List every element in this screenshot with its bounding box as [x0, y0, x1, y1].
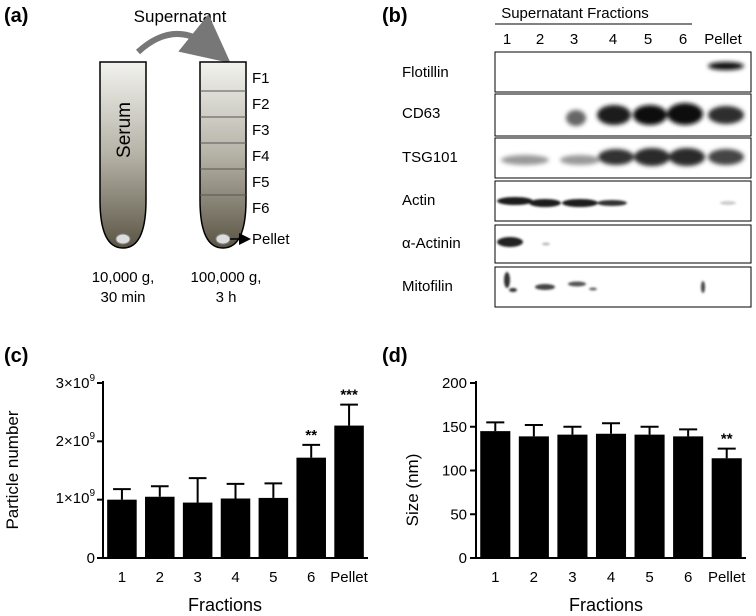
- bar-c-5: [296, 457, 326, 558]
- category-label-c-4: 5: [269, 569, 277, 586]
- category-label-c-1: 2: [156, 569, 164, 586]
- panel-c-chart: (c) Particle number Fractions 0 1×109 2×…: [3, 345, 369, 615]
- category-label-d-4: 5: [645, 569, 653, 586]
- bar-c-2: [182, 502, 213, 558]
- bands-flotillin: [708, 62, 744, 70]
- fraction-label-f3: F3: [252, 122, 270, 139]
- ytick-label-d-3: 150: [442, 419, 467, 436]
- panel-d-chart: (d) Size (nm) Fractions 0 50 100 150 200 1 2 3 4…: [382, 345, 746, 615]
- fraction-label-f5: F5: [252, 174, 270, 191]
- bands-cd63: [566, 103, 744, 126]
- panel-c-letter: (c): [4, 345, 28, 367]
- category-label-d-0: 1: [491, 569, 499, 586]
- significance-c-5: **: [305, 427, 317, 444]
- ytick-label-d-4: 200: [442, 375, 467, 392]
- fraction-label-f2: F2: [252, 96, 270, 113]
- bands-mitofilin: [504, 272, 705, 293]
- bar-c-1: [145, 496, 175, 558]
- spin-2-time: 3 h: [216, 289, 237, 306]
- bar-d-4: [634, 434, 665, 558]
- category-label-c-5: 6: [307, 569, 315, 586]
- bar-c-4: [258, 497, 289, 558]
- bands-actin: [497, 197, 736, 207]
- bar-d-1: [518, 436, 549, 558]
- category-label-d-6: Pellet: [708, 569, 746, 586]
- blot-label-mitofilin: Mitofilin: [402, 278, 453, 295]
- fraction-label-f6: F6: [252, 200, 270, 217]
- blot-label-alpha-actinin: α-Actinin: [402, 235, 461, 252]
- blot-strip-alpha-actinin: [494, 224, 752, 264]
- tube-serum: [99, 61, 147, 249]
- pellet-label: Pellet: [252, 231, 290, 248]
- lane-label-5: 5: [644, 31, 652, 48]
- significance-c-6: ***: [340, 387, 358, 404]
- panel-a: (a) Supernatant Serum F1 F2 F3 F4 F5 F6 …: [4, 5, 290, 306]
- lane-label-2: 2: [536, 31, 544, 48]
- bar-d-5: [673, 436, 704, 558]
- c-ytick-label-0: 0: [87, 550, 95, 567]
- bar-d-0: [480, 431, 511, 558]
- significance-d-6: **: [721, 431, 733, 448]
- category-label-c-0: 1: [118, 569, 126, 586]
- lane-label-4: 4: [609, 31, 617, 48]
- supernatant-transfer-label: Supernatant: [134, 7, 227, 26]
- blot-header: Supernatant Fractions: [501, 5, 649, 22]
- panel-b: (b) Supernatant Fractions 1 2 3 4 5 6 Pe…: [382, 5, 752, 308]
- lane-label-pellet: Pellet: [704, 31, 742, 48]
- panel-d-letter: (d): [382, 345, 408, 367]
- spin-1-time: 30 min: [100, 289, 145, 306]
- blot-label-cd63: CD63: [402, 105, 440, 122]
- bands-alpha-actinin: [497, 237, 550, 247]
- blot-label-flotillin: Flotillin: [402, 64, 449, 81]
- bar-c-6: [334, 425, 364, 558]
- c-ytick-label-2: 2×109: [56, 431, 96, 450]
- lane-label-3: 3: [570, 31, 578, 48]
- tube-serum-label: Serum: [114, 102, 135, 158]
- category-label-d-5: 6: [684, 569, 692, 586]
- category-label-c-6: Pellet: [330, 569, 368, 586]
- c-ytick-label-3: 3×109: [56, 373, 96, 392]
- panel-c-ylabel: Particle number: [3, 410, 22, 529]
- panel-b-letter: (b): [382, 5, 408, 27]
- transfer-arrow: [135, 14, 231, 64]
- blot-label-tsg101: TSG101: [402, 149, 458, 166]
- bar-c-0: [107, 499, 137, 558]
- fraction-dividers: [200, 90, 246, 196]
- pellet-tube-2: [215, 233, 231, 245]
- panel-a-letter: (a): [4, 5, 28, 27]
- c-ytick-label-1: 1×109: [56, 488, 96, 507]
- fraction-label-f4: F4: [252, 148, 270, 165]
- ytick-label-d-0: 0: [459, 550, 467, 567]
- lane-label-6: 6: [679, 31, 687, 48]
- panel-d-xlabel: Fractions: [569, 595, 643, 615]
- category-label-c-3: 4: [231, 569, 239, 586]
- pellet-tube-1: [115, 233, 131, 245]
- panel-c-xlabel: Fractions: [188, 595, 262, 615]
- category-label-d-3: 4: [607, 569, 615, 586]
- tube-fractions: [199, 61, 247, 249]
- lane-label-1: 1: [503, 31, 511, 48]
- bar-d-3: [595, 433, 627, 558]
- bar-c-3: [220, 498, 251, 558]
- category-label-d-1: 2: [530, 569, 538, 586]
- spin-2-speed: 100,000 g,: [191, 269, 262, 286]
- blot-strip-flotillin: [494, 51, 752, 93]
- bar-d-2: [557, 434, 588, 558]
- ytick-label-d-2: 100: [442, 463, 467, 480]
- blot-label-actin: Actin: [402, 192, 435, 209]
- ytick-label-d-1: 50: [450, 506, 467, 523]
- category-label-d-2: 3: [568, 569, 576, 586]
- bands-tsg101: [501, 148, 744, 166]
- spin-1-speed: 10,000 g,: [92, 269, 155, 286]
- panel-d-ylabel: Size (nm): [403, 454, 422, 527]
- fraction-label-f1: F1: [252, 70, 270, 87]
- category-label-c-2: 3: [193, 569, 201, 586]
- blot-strip-mitofilin: [494, 266, 752, 308]
- bar-d-6: [711, 458, 742, 558]
